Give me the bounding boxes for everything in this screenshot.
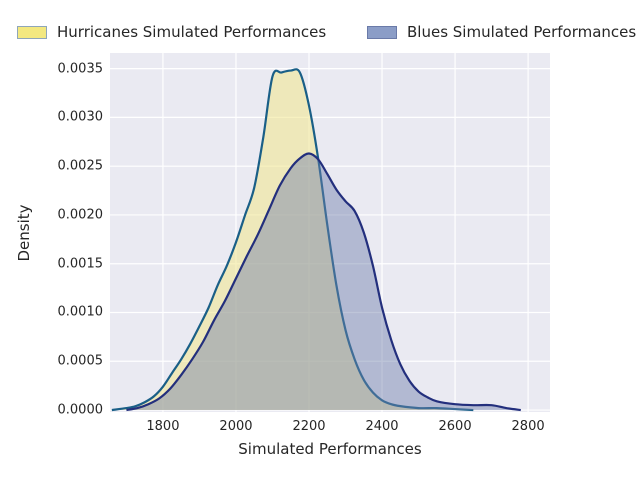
- y-tick-label: 0.0005: [57, 353, 104, 369]
- kde-line-hurricanes: [111, 68, 474, 412]
- y-tick-label: 0.0035: [57, 61, 104, 77]
- y-tick-label: 0.0025: [57, 158, 104, 174]
- kde-fill-blues: [126, 153, 521, 411]
- kde-line-blues: [126, 152, 521, 412]
- y-tick-label: 0.0015: [57, 256, 104, 272]
- y-axis-label: Density: [15, 204, 33, 262]
- y-tick-label: 0.0010: [57, 304, 104, 320]
- legend-label-blues: Blues Simulated Performances: [407, 23, 637, 41]
- kde-fill-hurricanes: [111, 69, 474, 411]
- x-tick-label: 2600: [438, 419, 472, 434]
- legend-label-hurricanes: Hurricanes Simulated Performances: [57, 23, 327, 41]
- x-tick-label: 2000: [219, 419, 253, 434]
- x-tick-label: 2800: [511, 419, 545, 434]
- legend-item-blues: Blues Simulated Performances: [367, 25, 636, 40]
- x-tick-label: 2400: [365, 419, 399, 434]
- x-axis-label: Simulated Performances: [238, 440, 422, 458]
- hurricanes-swatch-icon: [17, 26, 47, 39]
- x-tick-label: 2200: [292, 419, 326, 434]
- x-tick-label: 1800: [146, 419, 180, 434]
- legend-item-hurricanes: Hurricanes Simulated Performances: [17, 25, 326, 40]
- y-tick-label: 0.0020: [57, 207, 104, 223]
- y-tick-label: 0.0030: [57, 109, 104, 125]
- blues-swatch-icon: [367, 26, 397, 39]
- y-tick-label: 0.0000: [57, 402, 104, 418]
